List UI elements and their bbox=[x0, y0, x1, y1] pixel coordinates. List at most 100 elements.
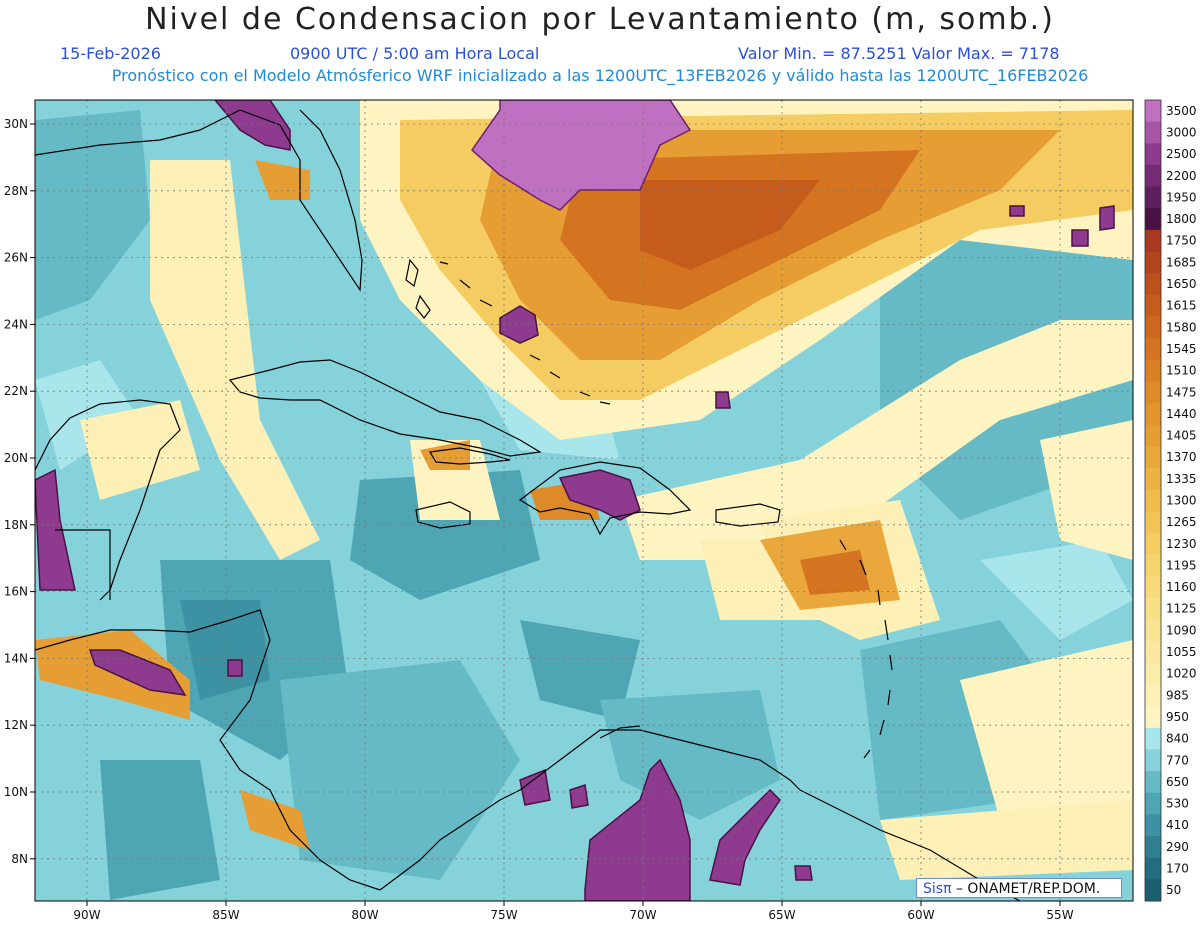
lon-label: 70W bbox=[629, 908, 656, 922]
colorbar-label: 1125 bbox=[1166, 602, 1197, 616]
colorbar-swatch bbox=[1145, 749, 1161, 772]
colorbar-label: 1475 bbox=[1166, 385, 1197, 399]
colorbar-label: 1055 bbox=[1166, 645, 1197, 659]
longitude-labels: 90W 85W 80W 75W 70W 65W 60W 55W bbox=[73, 901, 1074, 922]
colorbar-label: 50 bbox=[1166, 883, 1181, 897]
map-title: Nivel de Condensacion por Levantamiento … bbox=[145, 2, 1055, 37]
colorbar-swatch bbox=[1145, 316, 1161, 339]
colorbar-label: 1800 bbox=[1166, 212, 1197, 226]
colorbar-swatch bbox=[1145, 121, 1161, 144]
colorbar-swatch bbox=[1145, 403, 1161, 426]
colorbar-swatch bbox=[1145, 836, 1161, 859]
lon-label: 60W bbox=[907, 908, 934, 922]
lat-label: 30N bbox=[4, 117, 28, 131]
colorbar-swatch bbox=[1145, 164, 1161, 188]
lat-label: 18N bbox=[4, 518, 28, 532]
colorbar-swatch bbox=[1145, 684, 1161, 707]
colorbar-label: 1510 bbox=[1166, 364, 1197, 378]
lcl-field bbox=[35, 100, 1133, 901]
colorbar-swatch bbox=[1145, 662, 1161, 686]
credit-org: – ONAMET/REP.DOM. bbox=[955, 881, 1101, 897]
colorbar-swatch bbox=[1145, 143, 1161, 166]
colorbar-swatch bbox=[1145, 576, 1161, 599]
colorbar: 3500 3000 2500 2200 1950 1800 1750 1685 1650 1615… bbox=[1144, 99, 1197, 902]
colorbar-swatch bbox=[1145, 381, 1161, 404]
colorbar-label: 170 bbox=[1166, 862, 1189, 876]
colorbar-swatch bbox=[1145, 619, 1161, 642]
colorbar-label: 1370 bbox=[1166, 450, 1197, 464]
colorbar-label: 1685 bbox=[1166, 255, 1197, 269]
lat-label: 28N bbox=[4, 184, 28, 198]
lat-label: 12N bbox=[4, 718, 28, 732]
lat-label: 22N bbox=[4, 384, 28, 398]
lon-label: 55W bbox=[1046, 908, 1073, 922]
colorbar-label: 1750 bbox=[1166, 234, 1197, 248]
forecast-time: 0900 UTC / 5:00 am Hora Local bbox=[290, 44, 540, 63]
colorbar-label: 1580 bbox=[1166, 320, 1197, 334]
sis-logo: Sisπ bbox=[923, 881, 952, 897]
lon-label: 85W bbox=[212, 908, 239, 922]
colorbar-swatch bbox=[1145, 792, 1161, 815]
colorbar-label: 3000 bbox=[1166, 125, 1197, 139]
colorbar-swatch bbox=[1145, 338, 1161, 361]
colorbar-swatch bbox=[1145, 857, 1161, 880]
colorbar-swatch bbox=[1145, 532, 1161, 556]
colorbar-swatch bbox=[1145, 273, 1161, 296]
lat-label: 20N bbox=[4, 451, 28, 465]
colorbar-label: 1300 bbox=[1166, 494, 1197, 508]
lon-label: 65W bbox=[768, 908, 795, 922]
colorbar-label: 1195 bbox=[1166, 558, 1197, 572]
lon-label: 75W bbox=[490, 908, 517, 922]
colorbar-swatch bbox=[1145, 229, 1161, 253]
colorbar-swatch bbox=[1145, 468, 1161, 491]
colorbar-label: 1020 bbox=[1166, 667, 1197, 681]
colorbar-swatch bbox=[1145, 359, 1161, 382]
colorbar-swatch bbox=[1145, 771, 1161, 794]
latitude-labels: 30N 28N 26N 24N 22N 20N 18N 16N 14N 12N 10N 8N bbox=[4, 117, 35, 866]
colorbar-label: 950 bbox=[1166, 710, 1189, 724]
colorbar-label: 840 bbox=[1166, 732, 1189, 746]
colorbar-swatch bbox=[1145, 597, 1161, 621]
colorbar-swatch bbox=[1145, 814, 1161, 837]
colorbar-label: 1265 bbox=[1166, 515, 1197, 529]
colorbar-label: 1160 bbox=[1166, 580, 1197, 594]
colorbar-label: 1950 bbox=[1166, 190, 1197, 204]
colorbar-swatch bbox=[1145, 251, 1161, 274]
colorbar-label: 2500 bbox=[1166, 147, 1197, 161]
lat-label: 14N bbox=[4, 651, 28, 665]
colorbar-frame bbox=[1144, 99, 1162, 902]
colorbar-swatch bbox=[1145, 641, 1161, 664]
colorbar-swatch bbox=[1145, 727, 1161, 750]
colorbar-label: 1405 bbox=[1166, 429, 1197, 443]
lat-label: 16N bbox=[4, 585, 28, 599]
colorbar-swatch bbox=[1145, 554, 1161, 577]
credit-watermark: Sisπ – ONAMET/REP.DOM. bbox=[916, 878, 1122, 898]
colorbar-label: 770 bbox=[1166, 753, 1189, 767]
colorbar-label: 1650 bbox=[1166, 277, 1197, 291]
colorbar-label: 1440 bbox=[1166, 407, 1197, 421]
colorbar-label: 1230 bbox=[1166, 537, 1197, 551]
min-max-values: Valor Min. = 87.5251 Valor Max. = 7178 bbox=[738, 44, 1060, 63]
lat-label: 24N bbox=[4, 317, 28, 331]
lat-label: 10N bbox=[4, 785, 28, 799]
colorbar-label: 290 bbox=[1166, 840, 1189, 854]
colorbar-label: 2200 bbox=[1166, 169, 1197, 183]
graticule bbox=[35, 100, 1133, 901]
colorbar-swatch bbox=[1145, 294, 1161, 317]
colorbar-label: 3500 bbox=[1166, 104, 1197, 118]
colorbar-label: 650 bbox=[1166, 775, 1189, 789]
lat-label: 8N bbox=[11, 852, 28, 866]
colorbar-label: 985 bbox=[1166, 688, 1189, 702]
colorbar-label: 1335 bbox=[1166, 472, 1197, 486]
colorbar-label: 410 bbox=[1166, 818, 1189, 832]
colorbar-swatch bbox=[1145, 100, 1161, 123]
colorbar-swatch bbox=[1145, 489, 1161, 512]
colorbar-swatch bbox=[1145, 186, 1161, 209]
plot-frame bbox=[34, 99, 1134, 902]
colorbar-label: 1615 bbox=[1166, 299, 1197, 313]
colorbar-swatch bbox=[1145, 446, 1161, 469]
colorbar-swatch bbox=[1145, 424, 1161, 447]
lon-label: 90W bbox=[73, 908, 100, 922]
colorbar-label: 1545 bbox=[1166, 342, 1197, 356]
